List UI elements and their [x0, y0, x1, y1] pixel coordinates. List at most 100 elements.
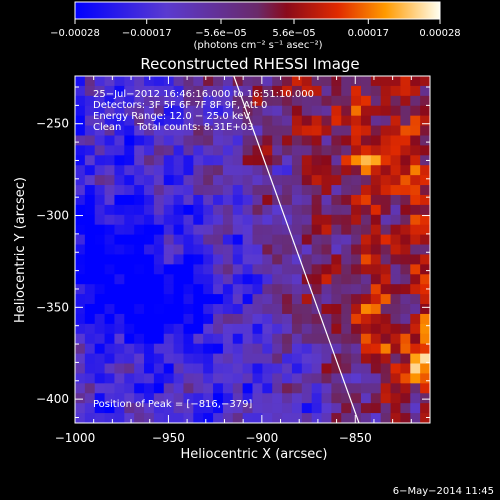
- heatmap-cell: [222, 343, 234, 355]
- heatmap-cell: [380, 274, 392, 285]
- heatmap-cell: [232, 274, 244, 285]
- heatmap-cell: [232, 115, 244, 127]
- heatmap-cell: [400, 264, 411, 275]
- heatmap-cell: [331, 214, 342, 226]
- heatmap-cell: [203, 353, 214, 365]
- heatmap-cell: [124, 383, 135, 394]
- heatmap-cell: [252, 383, 263, 394]
- heatmap-cell: [114, 373, 125, 384]
- heatmap-cell: [311, 313, 323, 325]
- heatmap-cell: [370, 373, 382, 384]
- heatmap-cell: [213, 383, 224, 394]
- heatmap-cell: [104, 244, 116, 256]
- heatmap-cell: [84, 403, 96, 414]
- heatmap-cell: [173, 304, 185, 315]
- heatmap-cell: [331, 234, 342, 246]
- colorbar-tick-label: −0.00028: [50, 28, 100, 39]
- heatmap-cell: [163, 194, 175, 206]
- heatmap-cell: [410, 254, 421, 265]
- info-line-time: 25−Jul−2012 16:46:16.000 to 16:51:10.000: [93, 89, 314, 100]
- heatmap-cell: [134, 353, 145, 365]
- heatmap-cell: [222, 105, 234, 117]
- heatmap-cell: [321, 145, 332, 156]
- heatmap-cell: [331, 264, 342, 275]
- heatmap-cell: [232, 85, 244, 97]
- heatmap-cell: [213, 393, 224, 404]
- heatmap-cell: [104, 363, 116, 375]
- heatmap-cell: [163, 204, 175, 216]
- heatmap-cell: [84, 145, 96, 156]
- heatmap-cell: [311, 165, 323, 176]
- heatmap-cell: [232, 214, 244, 226]
- heatmap-cell: [104, 333, 116, 345]
- heatmap-cell: [203, 323, 214, 335]
- heatmap-cell: [232, 224, 244, 236]
- heatmap-cell: [282, 353, 293, 365]
- heatmap-cell: [173, 284, 185, 295]
- heatmap-cell: [321, 413, 332, 423]
- heatmap-cell: [114, 224, 125, 236]
- heatmap-cell: [400, 274, 411, 285]
- heatmap-cell: [351, 353, 362, 365]
- heatmap-cell: [75, 105, 86, 117]
- heatmap-cell: [301, 194, 313, 206]
- heatmap-cell: [203, 105, 214, 117]
- heatmap-cell: [173, 353, 185, 365]
- heatmap-cell: [331, 165, 342, 176]
- heatmap-cell: [114, 204, 125, 216]
- heatmap-cell: [114, 175, 125, 186]
- heatmap-cell: [203, 85, 214, 97]
- heatmap-cell: [193, 333, 204, 345]
- heatmap-cell: [173, 224, 185, 236]
- heatmap-cell: [222, 224, 234, 236]
- heatmap-cell: [213, 313, 224, 325]
- heatmap-cell: [390, 224, 402, 236]
- heatmap-cell: [75, 214, 86, 226]
- heatmap-cell: [163, 353, 175, 365]
- heatmap-cell: [291, 393, 303, 404]
- heatmap-cell: [173, 403, 185, 414]
- heatmap-cell: [282, 294, 293, 305]
- heatmap-cell: [84, 214, 96, 226]
- heatmap-cell: [370, 333, 382, 345]
- heatmap-cell: [183, 155, 194, 166]
- heatmap-cell: [282, 383, 293, 394]
- heatmap-cell: [311, 145, 323, 156]
- heatmap-cell: [331, 274, 342, 285]
- heatmap-cell: [410, 294, 421, 305]
- heatmap-cell: [153, 204, 165, 216]
- heatmap-cell: [124, 125, 135, 137]
- heatmap-cell: [420, 85, 430, 97]
- heatmap-cell: [144, 214, 155, 226]
- heatmap-cell: [84, 224, 96, 236]
- heatmap-cell: [222, 254, 234, 265]
- heatmap-cell: [380, 115, 392, 127]
- heatmap-cell: [232, 323, 244, 335]
- heatmap-cell: [213, 165, 224, 176]
- heatmap-cell: [321, 353, 332, 365]
- heatmap-cell: [291, 403, 303, 414]
- info-line-detectors: Detectors: 3F 5F 6F 7F 8F 9F, Att 0: [93, 100, 267, 111]
- heatmap-cell: [222, 175, 234, 186]
- heatmap-cell: [173, 95, 185, 107]
- heatmap-cell: [213, 323, 224, 335]
- heatmap-cell: [351, 373, 362, 384]
- heatmap-cell: [420, 323, 430, 335]
- heatmap-cell: [380, 244, 392, 256]
- heatmap-cell: [173, 85, 185, 97]
- heatmap-cell: [400, 333, 411, 345]
- colorbar-tick-label: 0.00028: [419, 28, 460, 39]
- heatmap-cell: [242, 214, 254, 226]
- heatmap-cell: [282, 115, 293, 127]
- heatmap-cell: [124, 95, 135, 107]
- heatmap-cell: [163, 304, 175, 315]
- heatmap-cell: [94, 383, 106, 394]
- heatmap-cell: [193, 214, 204, 226]
- heatmap-cell: [370, 343, 382, 355]
- heatmap-cell: [163, 234, 175, 246]
- heatmap-cell: [390, 194, 402, 206]
- heatmap-cell: [321, 155, 332, 166]
- heatmap-cell: [311, 294, 323, 305]
- heatmap-cell: [301, 284, 313, 295]
